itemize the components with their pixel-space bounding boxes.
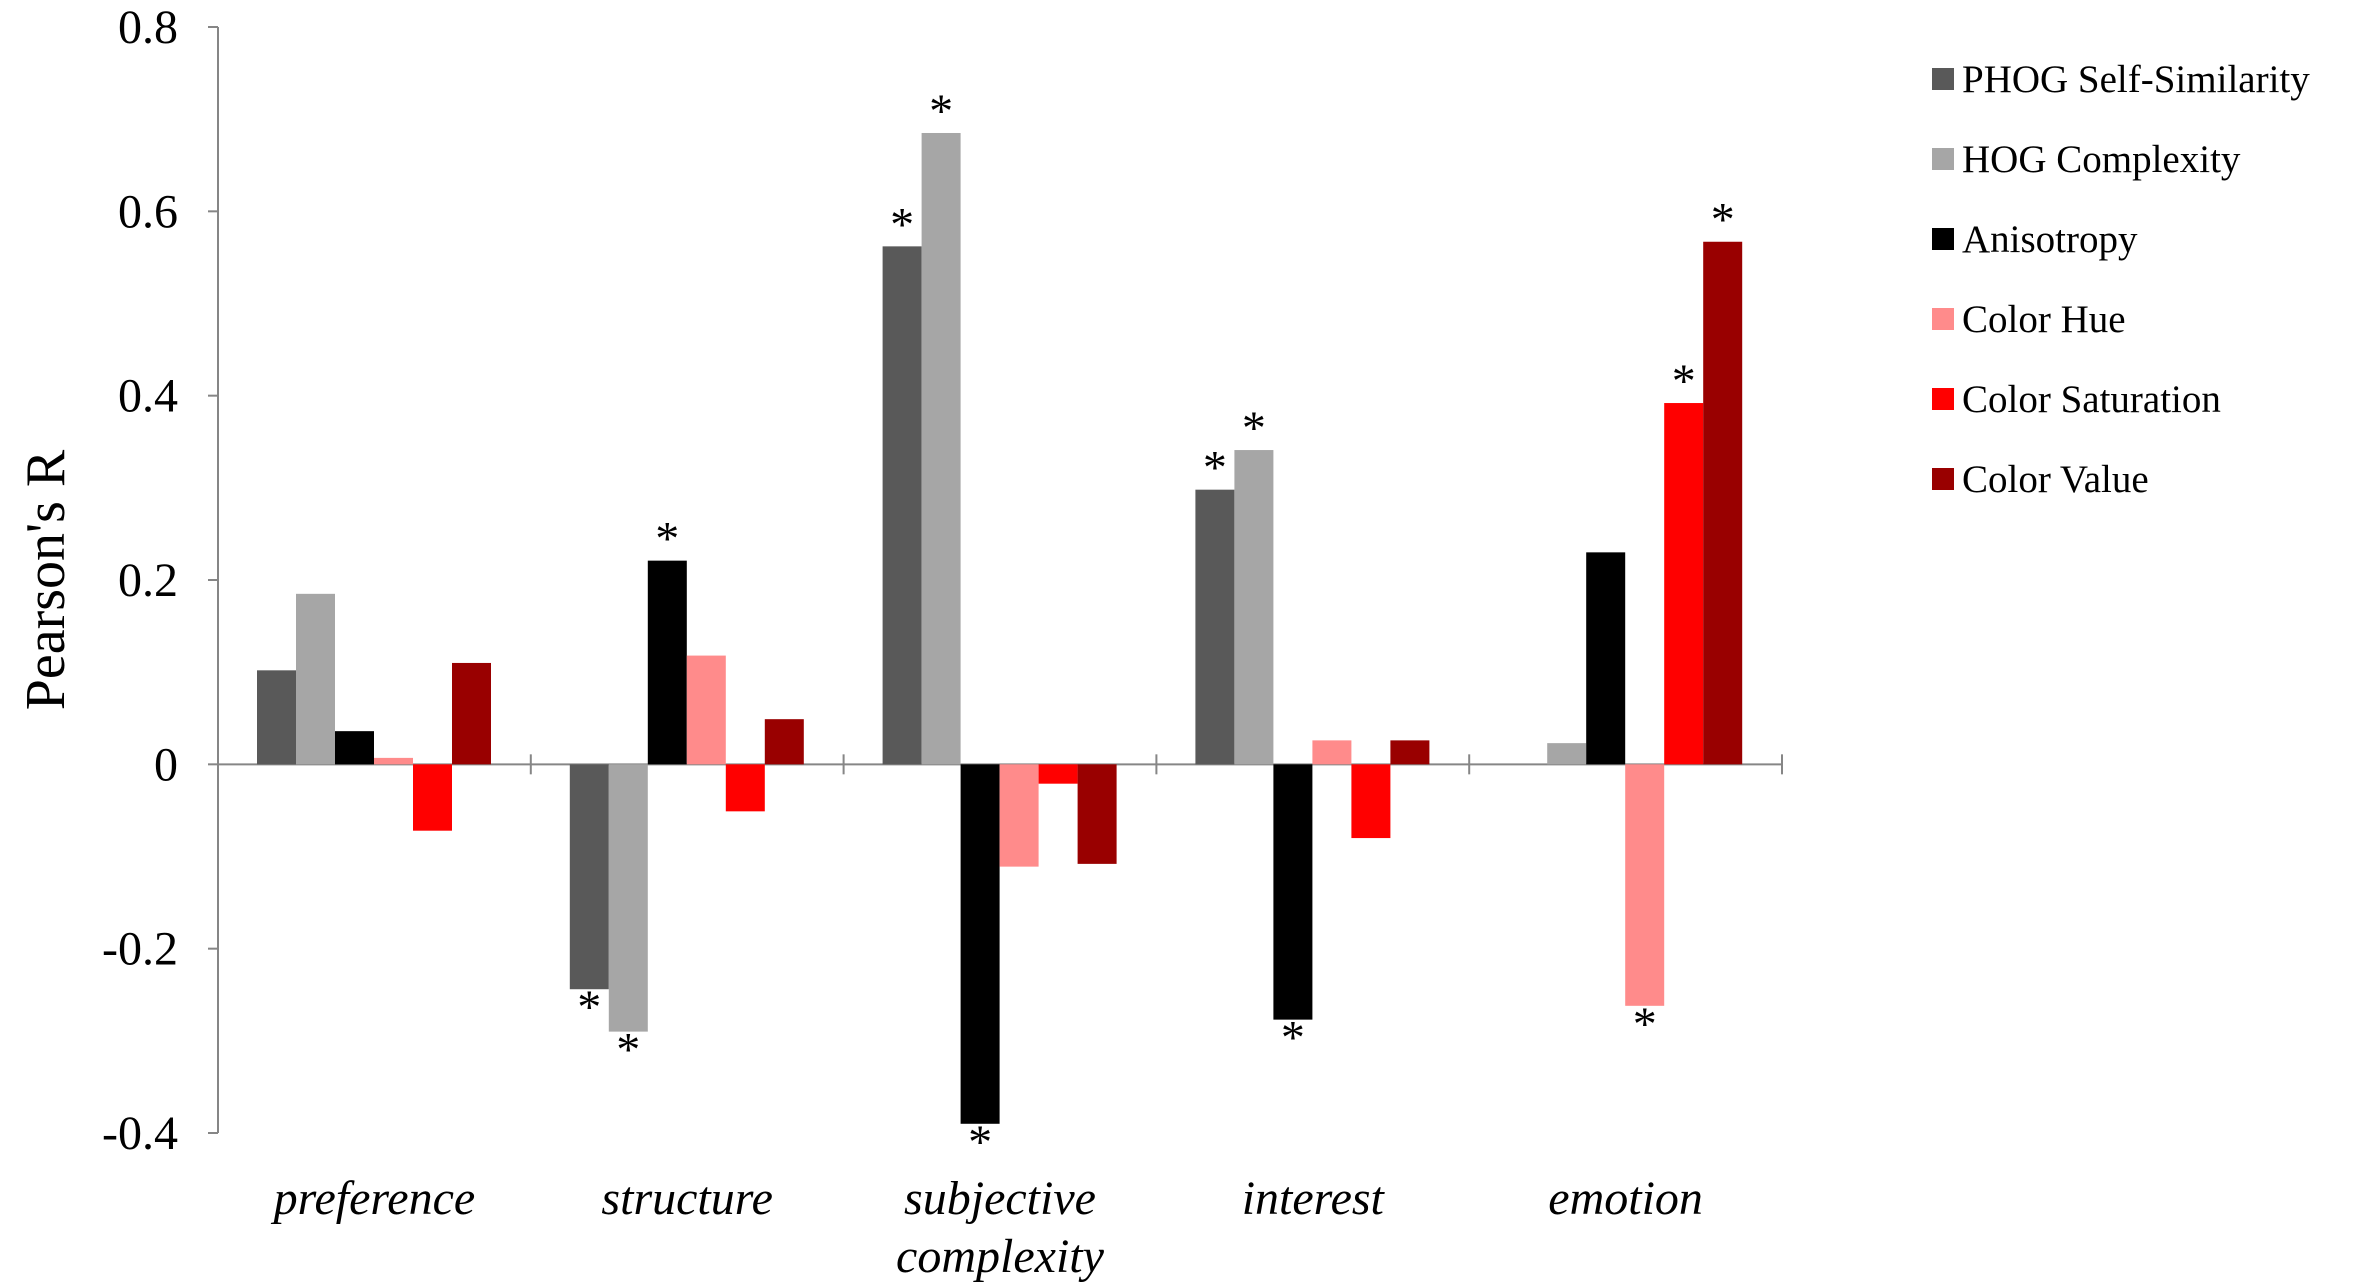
y-tick-label: -0.2: [102, 923, 178, 976]
legend-label: Color Value: [1962, 458, 2149, 501]
significance-marker: *: [655, 513, 679, 566]
y-tick-label: 0.4: [118, 370, 178, 423]
bar: [686, 655, 726, 765]
bar: [1038, 764, 1078, 784]
x-tick-label: interest: [1242, 1172, 1386, 1225]
bar: [296, 593, 335, 765]
y-tick-label: 0.8: [118, 1, 178, 54]
bar: [647, 560, 687, 765]
legend-swatch: [1932, 228, 1954, 250]
bar: [1077, 764, 1117, 864]
significance-marker: *: [1633, 998, 1657, 1051]
significance-marker: *: [968, 1116, 992, 1169]
bar: [1586, 552, 1626, 765]
bar: [1312, 740, 1352, 765]
bar: [921, 132, 961, 765]
x-tick-label: structure: [601, 1172, 773, 1225]
bar: [960, 764, 1000, 1124]
x-tick-label: preference: [271, 1172, 476, 1225]
bar: [1664, 403, 1704, 765]
bar: [999, 764, 1039, 867]
significance-marker: *: [577, 981, 601, 1034]
legend-swatch: [1932, 388, 1954, 410]
legend-label: Color Hue: [1962, 298, 2126, 341]
significance-marker: *: [1281, 1012, 1305, 1065]
legend-swatch: [1932, 68, 1954, 90]
y-tick-label: -0.4: [102, 1107, 178, 1160]
bar: [569, 764, 609, 990]
y-tick-label: 0: [154, 738, 178, 791]
bar: [1703, 241, 1743, 765]
legend-label: HOG Complexity: [1962, 138, 2241, 181]
bar: [374, 757, 413, 765]
significance-marker: *: [1203, 442, 1227, 495]
x-tick-label: emotion: [1548, 1172, 1703, 1225]
bar: [1351, 764, 1391, 839]
significance-marker: *: [890, 198, 914, 251]
bar: [1547, 743, 1587, 765]
legend-swatch: [1932, 308, 1954, 330]
x-tick-label: subjective: [904, 1172, 1096, 1225]
significance-marker: *: [1711, 194, 1735, 247]
significance-marker: *: [1672, 355, 1696, 408]
bar: [257, 670, 296, 765]
bar: [725, 764, 765, 812]
legend-label: PHOG Self-Similarity: [1962, 58, 2310, 101]
bar: [764, 719, 804, 765]
bar: [413, 764, 452, 831]
significance-marker: *: [1242, 402, 1266, 455]
legend-label: Anisotropy: [1962, 218, 2138, 261]
legend-swatch: [1932, 468, 1954, 490]
significance-marker: *: [929, 85, 953, 138]
significance-marker: *: [616, 1024, 640, 1077]
bar: [608, 764, 648, 1032]
y-tick-label: 0.2: [118, 554, 178, 607]
bar: [335, 731, 374, 765]
bar: [1625, 764, 1665, 1006]
bar: [452, 662, 491, 765]
legend-swatch: [1932, 148, 1954, 170]
bar: [1390, 740, 1430, 765]
x-tick-label: complexity: [896, 1230, 1105, 1283]
bar: [882, 246, 922, 765]
y-axis-label: Pearson's R: [15, 449, 77, 710]
y-tick-label: 0.6: [118, 185, 178, 238]
bar: [1234, 450, 1274, 765]
bar: [1273, 764, 1313, 1020]
bar: [1195, 489, 1235, 765]
legend-label: Color Saturation: [1962, 378, 2221, 421]
